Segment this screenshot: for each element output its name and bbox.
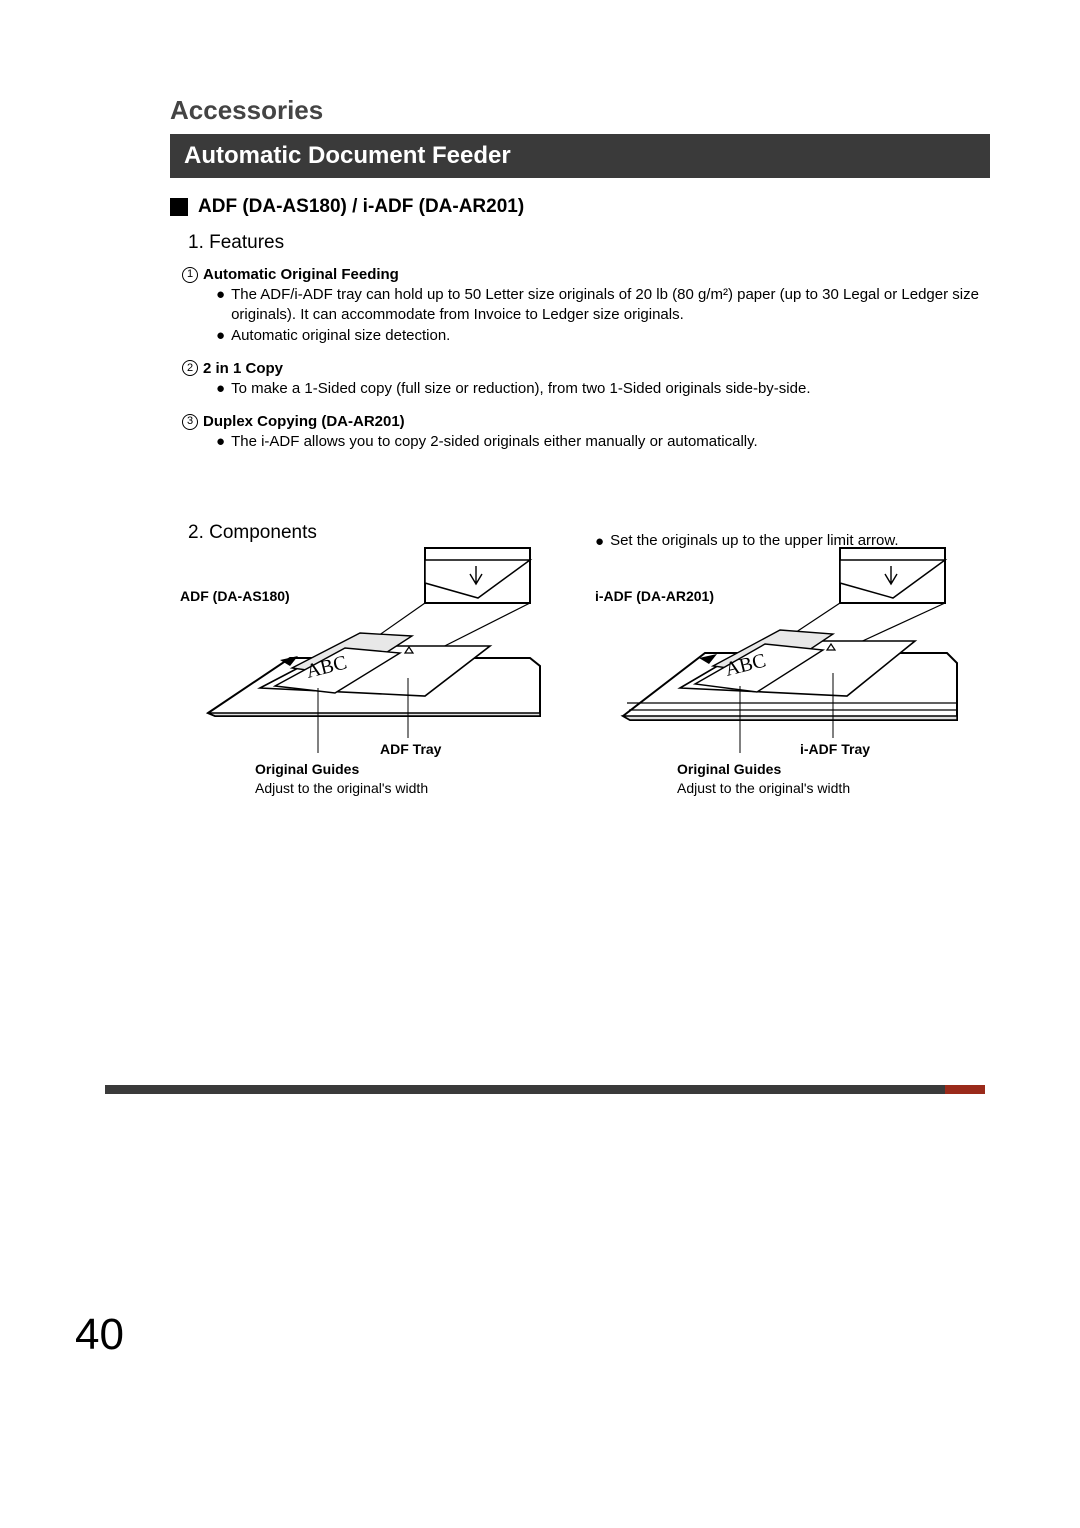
circled-number-icon: 1 (182, 267, 198, 283)
bullet-text: The ADF/i-ADF tray can hold up to 50 Let… (231, 285, 980, 326)
bullet-icon: ● (216, 326, 225, 346)
callout-label: Original Guides (255, 760, 428, 779)
bullet-icon: ● (216, 285, 225, 326)
feature-2: 2 2 in 1 Copy ● To make a 1-Sided copy (… (182, 360, 980, 399)
model-heading-row: ADF (DA-AS180) / i-ADF (DA-AR201) (170, 196, 980, 218)
iadf-diagram: ABC (615, 538, 970, 758)
page-number: 40 (75, 1310, 124, 1360)
square-bullet-icon (170, 198, 188, 216)
callout-label: ADF Tray (380, 740, 441, 759)
adf-tray-callout: ADF Tray (380, 740, 441, 759)
circled-number-icon: 2 (182, 360, 198, 376)
adf-diagram: ABC (200, 538, 555, 758)
adf-guides-callout: Original Guides Adjust to the original's… (255, 760, 428, 798)
feature-bullet: ● To make a 1-Sided copy (full size or r… (216, 379, 980, 399)
feature-title: Automatic Original Feeding (203, 266, 399, 283)
feature-title: 2 in 1 Copy (203, 360, 283, 377)
feature-bullet: ● The ADF/i-ADF tray can hold up to 50 L… (216, 285, 980, 326)
feature-3: 3 Duplex Copying (DA-AR201) ● The i-ADF … (182, 413, 980, 452)
banner-heading: Automatic Document Feeder (170, 134, 990, 178)
circled-number-icon: 3 (182, 414, 198, 430)
section-title: Accessories (170, 95, 980, 126)
iadf-tray-callout: i-ADF Tray (800, 740, 870, 759)
feature-bullet: ● The i-ADF allows you to copy 2-sided o… (216, 432, 980, 452)
bullet-text: Automatic original size detection. (231, 326, 450, 346)
bullet-text: The i-ADF allows you to copy 2-sided ori… (231, 432, 758, 452)
model-heading: ADF (DA-AS180) / i-ADF (DA-AR201) (198, 196, 524, 218)
features-heading: 1. Features (188, 232, 980, 254)
bullet-icon: ● (216, 379, 225, 399)
callout-label: i-ADF Tray (800, 740, 870, 759)
callout-desc: Adjust to the original's width (255, 779, 428, 798)
bullet-icon: ● (216, 432, 225, 452)
feature-bullet: ● Automatic original size detection. (216, 326, 980, 346)
component-left: ADF (DA-AS180) (170, 528, 565, 828)
feature-title: Duplex Copying (DA-AR201) (203, 413, 405, 430)
footer-rule (105, 1085, 985, 1094)
component-right: ● Set the originals up to the upper limi… (585, 528, 980, 828)
bullet-icon: ● (595, 532, 604, 552)
callout-label: Original Guides (677, 760, 850, 779)
iadf-guides-callout: Original Guides Adjust to the original's… (677, 760, 850, 798)
callout-desc: Adjust to the original's width (677, 779, 850, 798)
feature-1: 1 Automatic Original Feeding ● The ADF/i… (182, 266, 980, 346)
bullet-text: To make a 1-Sided copy (full size or red… (231, 379, 810, 399)
